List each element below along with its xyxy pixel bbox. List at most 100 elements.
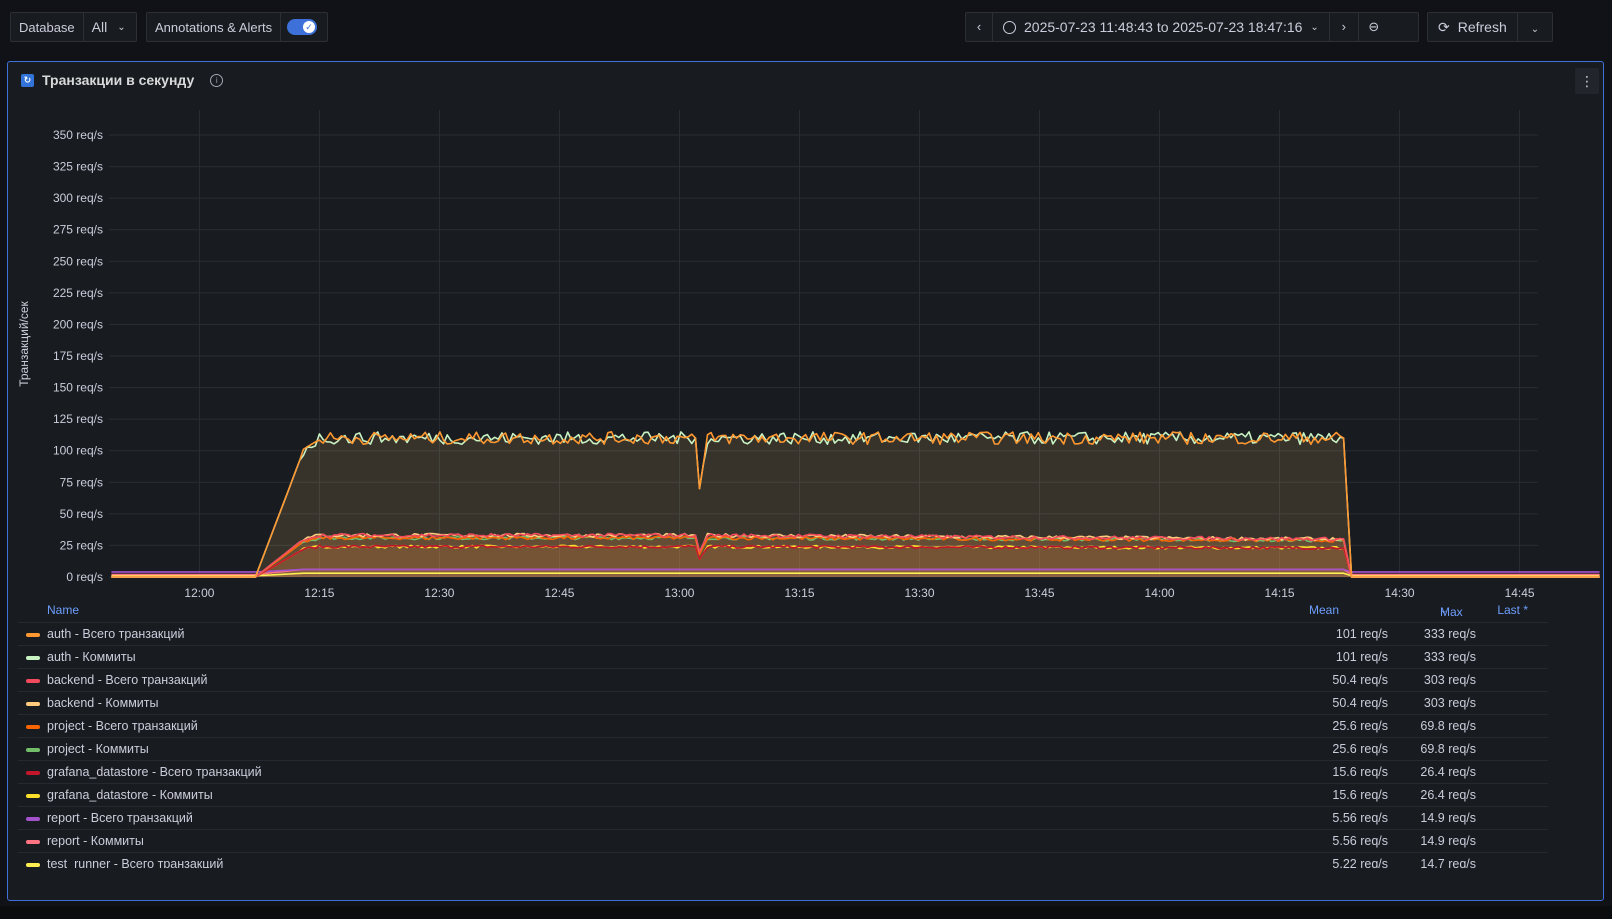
legend-max-value: 14.9 req/s (1420, 811, 1476, 825)
legend-swatch (26, 817, 40, 821)
refresh-label: Refresh (1457, 19, 1507, 35)
y-tick-label: 175 req/s (53, 349, 103, 363)
zoom-out-button[interactable]: ⊖ (1359, 13, 1389, 41)
legend-item[interactable]: grafana_datastore - Коммиты 15.6 req/s 2… (18, 783, 1548, 806)
y-tick-label: 125 req/s (53, 412, 103, 426)
y-tick-label: 250 req/s (53, 254, 103, 268)
legend-series-name[interactable]: auth - Коммиты (47, 650, 136, 664)
x-tick-label: 12:30 (424, 586, 454, 600)
legend-swatch (26, 679, 40, 683)
chevron-down-icon: ⌄ (1530, 23, 1540, 35)
y-axis-label: Транзакций/сек (17, 300, 31, 386)
legend-last-header[interactable]: Last * (1497, 603, 1528, 617)
y-tick-label: 150 req/s (53, 381, 103, 395)
refresh-icon: ⟳ (1438, 18, 1450, 35)
legend-series-name[interactable]: project - Коммиты (47, 742, 149, 756)
legend-item[interactable]: grafana_datastore - Всего транзакций 15.… (18, 760, 1548, 783)
legend-max-value: 303 req/s (1423, 673, 1476, 687)
panel-type-icon: ↻ (21, 73, 34, 87)
legend-max-value: 69.8 req/s (1420, 719, 1476, 733)
x-tick-label: 13:15 (784, 586, 814, 600)
legend-series-name[interactable]: report - Всего транзакций (47, 811, 193, 825)
legend-name-header[interactable]: Name (47, 603, 80, 617)
legend-item[interactable]: report - Всего транзакций 5.56 req/s 14.… (18, 806, 1548, 829)
legend-mean-value: 101 req/s (1335, 627, 1388, 641)
series-area (111, 533, 1600, 577)
annotations-toggle[interactable]: ✓ (287, 19, 318, 35)
y-tick-label: 225 req/s (53, 286, 103, 300)
x-axis-ticks: 12:00 12:15 12:30 12:45 13:00 13:15 13:30 13:45… (184, 586, 1535, 600)
legend-series-name[interactable]: grafana_datastore - Коммиты (47, 788, 213, 802)
legend-item[interactable]: auth - Коммиты 101 req/s 333 req/s (18, 645, 1548, 668)
legend-max-value: 303 req/s (1423, 696, 1476, 710)
database-value: All (91, 19, 108, 35)
panel-header: ↻ Транзакции в секунду i (21, 72, 224, 88)
legend-series-name[interactable]: project - Всего транзакций (47, 719, 198, 733)
refresh-interval-dropdown[interactable]: ⌄ (1518, 20, 1552, 35)
time-back-button[interactable]: ‹ (966, 13, 993, 41)
annotations-toggle-control[interactable]: Annotations & Alerts ✓ (146, 12, 328, 42)
legend-item[interactable]: project - Всего транзакций 25.6 req/s 69… (18, 714, 1548, 737)
legend-series-name[interactable]: auth - Всего транзакций (47, 627, 185, 641)
time-range-text: 2025-07-23 11:48:43 to 2025-07-23 18:47:… (1024, 19, 1303, 35)
legend-swatch (26, 656, 40, 660)
legend-item[interactable]: auth - Всего транзакций 101 req/s 333 re… (18, 622, 1548, 645)
x-tick-label: 12:45 (544, 586, 574, 600)
legend-max-value: 333 req/s (1423, 627, 1476, 641)
more-vertical-icon: ⋮ (1580, 73, 1594, 89)
legend-max-label: Max (1440, 605, 1463, 619)
legend-mean-value: 15.6 req/s (1332, 765, 1388, 779)
legend-item[interactable]: project - Коммиты 25.6 req/s 69.8 req/s (18, 737, 1548, 760)
legend-swatch (26, 794, 40, 798)
legend-list: auth - Всего транзакций 101 req/s 333 re… (18, 622, 1548, 868)
database-label: Database (11, 13, 84, 41)
database-select[interactable]: All ⌄ (84, 13, 134, 41)
legend-header: Name Mean Max ⌄ Last * (18, 601, 1548, 621)
legend-mean-value: 5.56 req/s (1332, 811, 1388, 825)
x-tick-label: 14:30 (1385, 586, 1415, 600)
legend-swatch (26, 771, 40, 775)
refresh-control: ⟳ Refresh ⌄ (1427, 12, 1553, 42)
database-variable[interactable]: Database All ⌄ (10, 12, 137, 42)
legend-swatch (26, 748, 40, 752)
x-tick-label: 12:00 (184, 586, 214, 600)
legend-item[interactable]: backend - Всего транзакций 50.4 req/s 30… (18, 668, 1548, 691)
series-line[interactable] (111, 431, 1600, 578)
legend-max-value: 26.4 req/s (1420, 765, 1476, 779)
legend-item[interactable]: test_runner - Всего транзакций 5.22 req/… (18, 852, 1548, 868)
legend-series-name[interactable]: backend - Всего транзакций (47, 673, 208, 687)
x-tick-label: 14:00 (1145, 586, 1175, 600)
panel-title: Транзакции в секунду (42, 72, 195, 88)
y-tick-label: 275 req/s (53, 223, 103, 237)
legend-swatch (26, 633, 40, 637)
transactions-panel: ↻ Транзакции в секунду i ⋮ 0 req/s 25 req… (7, 61, 1604, 901)
series-area (111, 573, 1600, 577)
legend-swatch (26, 863, 40, 867)
legend-series-name[interactable]: backend - Коммиты (47, 696, 159, 710)
x-tick-label: 14:15 (1265, 586, 1295, 600)
clock-icon (1003, 20, 1016, 34)
legend-max-value: 14.7 req/s (1420, 857, 1476, 868)
legend-mean-value: 50.4 req/s (1332, 673, 1388, 687)
legend-mean-header[interactable]: Mean (1308, 603, 1339, 617)
legend-mean-value: 50.4 req/s (1332, 696, 1388, 710)
chevron-down-icon: ⌄ (1310, 21, 1319, 33)
legend-item[interactable]: backend - Коммиты 50.4 req/s 303 req/s (18, 691, 1548, 714)
y-tick-label: 50 req/s (60, 507, 103, 521)
legend-series-name[interactable]: report - Коммиты (47, 834, 144, 848)
series-area (111, 431, 1600, 577)
refresh-button[interactable]: ⟳ Refresh (1428, 13, 1518, 41)
legend-mean-value: 25.6 req/s (1332, 719, 1388, 733)
panel-menu-button[interactable]: ⋮ (1575, 68, 1599, 94)
chart-grid (109, 110, 1538, 578)
legend-mean-value: 15.6 req/s (1332, 788, 1388, 802)
legend-mean-value: 25.6 req/s (1332, 742, 1388, 756)
legend-series-name[interactable]: test_runner - Всего транзакций (47, 857, 224, 868)
legend-series-name[interactable]: grafana_datastore - Всего транзакций (47, 765, 262, 779)
legend-item[interactable]: report - Коммиты 5.56 req/s 14.9 req/s (18, 829, 1548, 852)
time-range-button[interactable]: 2025-07-23 11:48:43 to 2025-07-23 18:47:… (993, 13, 1330, 41)
y-tick-label: 200 req/s (53, 317, 103, 331)
info-icon[interactable]: i (210, 73, 224, 87)
time-forward-button[interactable]: › (1330, 13, 1359, 41)
timeseries-chart[interactable]: 0 req/s 25 req/s 50 req/s 75 req/s 100 req/s… (8, 62, 1603, 602)
